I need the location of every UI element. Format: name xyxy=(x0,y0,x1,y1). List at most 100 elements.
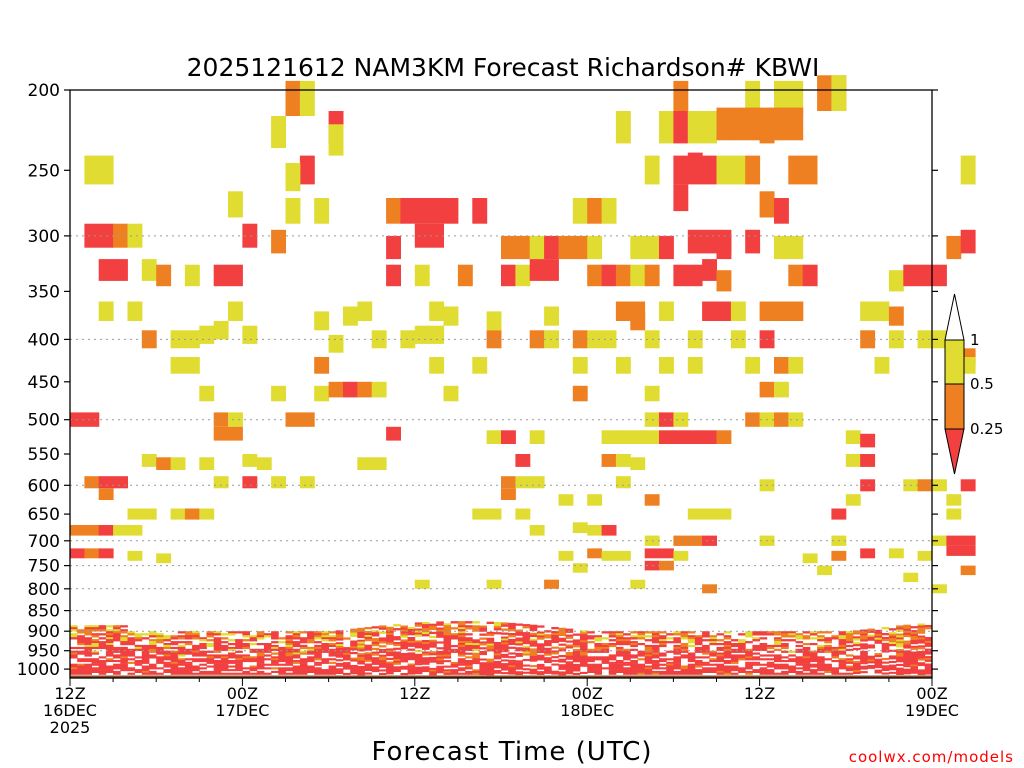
bl-cell xyxy=(529,659,538,662)
ri-cell xyxy=(271,116,286,148)
bl-cell xyxy=(386,638,394,641)
bl-cell xyxy=(213,665,222,668)
bl-cell xyxy=(393,655,401,658)
bl-cell xyxy=(292,669,301,672)
bl-cell xyxy=(429,653,437,656)
bl-cell xyxy=(134,656,143,659)
bl-cell xyxy=(314,656,322,659)
x-axis-label: Forecast Time (UTC) xyxy=(371,737,652,767)
bl-cell xyxy=(91,650,100,653)
bl-cell xyxy=(163,669,171,672)
bl-cell xyxy=(156,635,164,638)
bl-cell xyxy=(903,650,911,653)
bl-cell xyxy=(529,648,538,651)
bl-cell xyxy=(788,635,796,638)
bl-cell xyxy=(544,657,552,660)
ri-cell xyxy=(630,311,646,331)
bl-cell xyxy=(170,643,179,646)
bl-cell xyxy=(580,636,588,639)
bl-cell xyxy=(608,658,617,661)
bl-cell xyxy=(716,654,725,657)
bl-cell xyxy=(450,669,459,672)
bl-cell xyxy=(91,639,100,642)
ri-cell xyxy=(659,235,674,260)
bl-cell xyxy=(745,670,753,673)
bl-cell xyxy=(659,643,667,646)
bl-cell xyxy=(680,637,689,640)
bl-cell xyxy=(572,669,581,672)
bl-cell xyxy=(551,631,559,634)
bl-cell xyxy=(788,633,796,636)
bl-cell xyxy=(436,671,444,674)
bl-cell xyxy=(371,647,380,650)
bl-cell xyxy=(220,654,229,657)
bl-cell xyxy=(400,641,408,644)
bl-cell xyxy=(809,665,818,668)
bl-cell xyxy=(766,631,775,634)
bl-cell xyxy=(845,648,854,651)
bl-cell xyxy=(694,650,703,653)
bl-cell xyxy=(687,631,696,634)
bl-cell xyxy=(271,631,279,634)
bl-cell xyxy=(536,665,545,668)
ri-cell xyxy=(386,235,401,260)
x-tick-label: 00Z xyxy=(227,684,258,703)
bl-cell xyxy=(407,627,416,630)
bl-cell xyxy=(422,662,430,665)
bl-cell xyxy=(580,651,588,654)
bl-cell xyxy=(551,659,559,662)
ri-cell xyxy=(357,381,373,398)
bl-cell xyxy=(98,637,107,640)
bl-cell xyxy=(594,648,602,651)
ri-cell xyxy=(529,330,545,349)
bl-cell xyxy=(544,668,552,671)
bl-cell xyxy=(184,643,193,646)
bl-cell xyxy=(694,639,703,642)
bl-cell xyxy=(242,643,250,646)
bl-cell xyxy=(228,639,236,642)
bl-cell xyxy=(242,635,250,638)
bl-cell xyxy=(694,635,703,638)
bl-cell xyxy=(917,631,926,634)
bl-cell xyxy=(299,669,308,672)
bl-cell xyxy=(457,635,466,638)
bl-cell xyxy=(450,663,459,666)
ri-cell xyxy=(529,235,545,260)
bl-cell xyxy=(220,646,229,650)
bl-cell xyxy=(177,650,186,653)
bl-cell xyxy=(896,633,904,636)
bl-cell xyxy=(788,631,796,634)
bl-cell xyxy=(694,648,703,651)
bl-cell xyxy=(673,661,681,664)
bl-cell xyxy=(896,645,904,648)
bl-cell xyxy=(84,648,92,651)
bl-cell xyxy=(924,670,933,673)
bl-cell xyxy=(105,646,114,650)
bl-cell xyxy=(508,661,516,664)
bl-cell xyxy=(651,644,660,648)
bl-cell xyxy=(551,663,559,666)
bl-cell xyxy=(702,648,710,651)
bl-cell xyxy=(77,650,85,653)
bl-cell xyxy=(781,631,789,634)
bl-cell xyxy=(357,671,365,674)
bl-cell xyxy=(860,647,868,650)
bl-cell xyxy=(809,643,818,646)
bl-cell xyxy=(220,648,229,651)
bl-cell xyxy=(127,669,136,672)
bl-cell xyxy=(501,642,509,645)
bl-cell xyxy=(888,666,897,669)
bl-cell xyxy=(903,624,911,627)
ri-cell xyxy=(932,535,947,546)
bl-cell xyxy=(831,670,839,673)
bl-cell xyxy=(220,656,229,659)
bl-cell xyxy=(134,660,143,663)
bl-cell xyxy=(580,664,588,667)
colorbar-orange xyxy=(944,383,965,430)
bl-cell xyxy=(184,665,193,668)
bl-cell xyxy=(831,669,839,672)
bl-cell xyxy=(314,650,322,653)
bl-cell xyxy=(98,672,107,675)
bl-cell xyxy=(77,646,85,650)
